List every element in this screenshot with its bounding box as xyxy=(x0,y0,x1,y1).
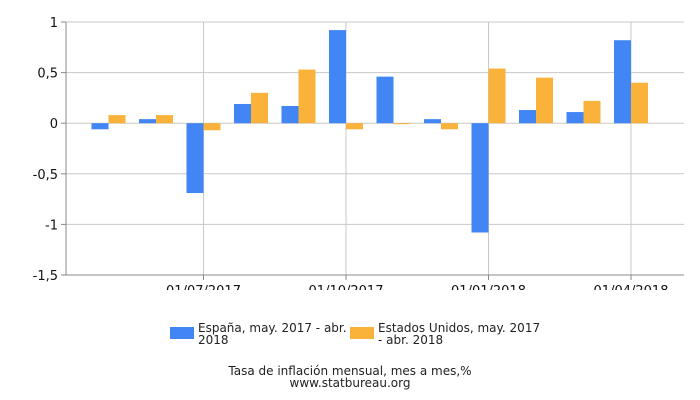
bar-espana xyxy=(139,119,156,124)
legend-swatch-estados-unidos xyxy=(350,327,374,339)
legend-label-espana-line-2: 2018 xyxy=(198,333,229,347)
bar-espana xyxy=(471,123,489,233)
bars xyxy=(91,30,648,233)
bar-espana xyxy=(614,40,631,124)
axes xyxy=(61,21,684,280)
bar-estados-unidos xyxy=(488,68,506,124)
bar-estados-unidos xyxy=(203,123,221,131)
bar-espana xyxy=(424,119,441,124)
bar-estados-unidos xyxy=(298,69,316,124)
legend-label-eeuu-line-1: Estados Unidos, may. 2017 xyxy=(378,321,541,335)
y-tick-label: 1 xyxy=(50,16,58,31)
legend-label-estados-unidos: Estados Unidos, may. 2017 - abr. 2018 xyxy=(378,322,558,346)
source-link[interactable]: www.statbureau.org xyxy=(289,376,411,390)
bar-estados-unidos xyxy=(393,123,411,125)
y-tick-label: -1 xyxy=(45,218,58,233)
bar-estados-unidos xyxy=(251,92,268,124)
y-tick-label: -0,5 xyxy=(33,168,58,183)
bar-estados-unidos xyxy=(346,123,363,130)
x-tick-label: 01/04/2018 xyxy=(594,284,669,290)
bar-espana xyxy=(281,105,299,124)
bar-chart: 1 0,5 0 -0,5 -1 -1,5 01/07/2017 01/10/2017 01/01… xyxy=(33,16,684,290)
bar-espana xyxy=(566,112,584,124)
bar-estados-unidos xyxy=(108,115,126,124)
y-tick-label: -1,5 xyxy=(33,269,58,284)
bar-espana xyxy=(91,123,109,130)
legend-swatch-espana xyxy=(170,327,194,339)
legend-label-espana: España, may. 2017 - abr. 2018 xyxy=(198,322,358,346)
bar-espana xyxy=(376,76,394,124)
legend-label-eeuu-line-2: - abr. 2018 xyxy=(378,333,444,347)
bar-espana xyxy=(519,110,536,124)
y-tick-label: 0,5 xyxy=(37,67,58,82)
x-tick-label: 01/07/2017 xyxy=(166,284,241,290)
x-tick-label: 01/10/2017 xyxy=(309,284,384,290)
tick-labels: 1 0,5 0 -0,5 -1 -1,5 01/07/2017 01/10/2017 01/01… xyxy=(33,16,669,290)
legend-label-espana-line-1: España, may. 2017 - abr. xyxy=(198,321,347,335)
bar-espana xyxy=(186,123,204,194)
bar-estados-unidos xyxy=(156,115,173,124)
y-tick-label: 0 xyxy=(50,117,58,132)
x-tick-label: 01/01/2018 xyxy=(451,284,526,290)
bar-espana xyxy=(329,30,346,124)
chart-caption: Tasa de inflación mensual, mes a mes,% xyxy=(228,364,472,378)
bar-estados-unidos xyxy=(441,123,458,130)
bar-estados-unidos xyxy=(631,82,648,124)
grid-lines xyxy=(66,21,684,276)
bar-espana xyxy=(234,103,251,124)
bar-estados-unidos xyxy=(583,100,601,124)
legend: España, may. 2017 - abr. 2018 Estados Un… xyxy=(0,322,700,352)
bar-estados-unidos xyxy=(536,77,553,124)
